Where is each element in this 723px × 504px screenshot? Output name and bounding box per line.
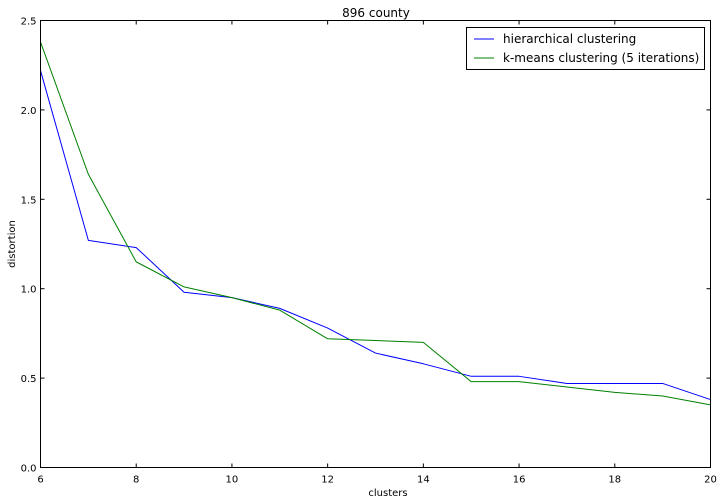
- x-tick-label: 20: [704, 475, 717, 486]
- x-tick-label: 16: [513, 475, 526, 486]
- series-line-kmeans: [40, 41, 711, 406]
- x-tick-labels: 6 8 10 12 14 16 18 20: [37, 475, 717, 486]
- x-tick-label: 6: [37, 475, 43, 486]
- legend-box: [466, 27, 705, 70]
- y-tick-label: 1.5: [21, 195, 37, 206]
- y-tick-label: 0.5: [21, 374, 37, 385]
- chart-title: 896 county: [342, 6, 410, 20]
- y-tick-label: 0.0: [21, 464, 37, 475]
- x-tick-label: 8: [133, 475, 139, 486]
- x-tick-label: 10: [226, 475, 239, 486]
- x-tick-label: 12: [321, 475, 334, 486]
- x-axis-title: clusters: [368, 488, 407, 499]
- y-tick-label: 2.0: [21, 106, 37, 117]
- legend-label-hierarchical: hierarchical clustering: [503, 32, 636, 46]
- y-tick-labels: 0.0 0.5 1.0 1.5 2.0 2.5: [21, 17, 37, 475]
- x-tick-label: 18: [608, 475, 621, 486]
- legend-label-kmeans: k-means clustering (5 iterations): [503, 51, 699, 65]
- series-lines: [40, 41, 711, 406]
- x-tick-label: 14: [417, 475, 430, 486]
- y-tick-label: 2.5: [21, 17, 37, 28]
- plot-frame: [40, 20, 711, 468]
- legend: hierarchical clustering k-means clusteri…: [466, 27, 705, 70]
- series-line-hierarchical: [40, 70, 711, 401]
- y-axis-title: distortion: [7, 220, 18, 268]
- y-tick-label: 1.0: [21, 285, 37, 296]
